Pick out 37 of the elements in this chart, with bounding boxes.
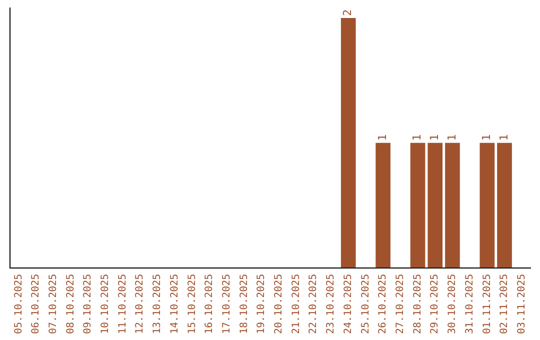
x-tick-label: 18.10.2025 <box>238 274 250 334</box>
x-tick-label: 13.10.2025 <box>152 274 164 334</box>
x-tick-label: 19.10.2025 <box>256 274 268 334</box>
x-tick-label: 01.11.2025 <box>482 274 493 334</box>
x-tick-label: 16.10.2025 <box>204 274 216 334</box>
data-label: 2 <box>341 9 354 16</box>
x-tick-label: 28.10.2025 <box>412 274 424 334</box>
x-tick-label: 31.10.2025 <box>464 274 476 334</box>
x-tick-label: 05.10.2025 <box>13 274 24 334</box>
x-tick-label: 29.10.2025 <box>430 274 441 334</box>
x-tick-label: 09.10.2025 <box>82 274 94 334</box>
x-tick-label: 22.10.2025 <box>308 274 320 334</box>
data-label: 1 <box>428 134 441 141</box>
x-tick-label: 20.10.2025 <box>274 274 285 334</box>
x-tick-label: 08.10.2025 <box>65 274 76 334</box>
x-tick-label: 21.10.2025 <box>290 274 302 334</box>
data-label: 1 <box>480 134 494 141</box>
x-tick-label: 26.10.2025 <box>378 274 389 334</box>
x-tick-label: 30.10.2025 <box>447 274 458 334</box>
x-tick-label: 23.10.2025 <box>326 274 337 334</box>
x-tick-label: 27.10.2025 <box>395 274 406 334</box>
data-label: 1 <box>445 134 458 141</box>
x-tick-label: 12.10.2025 <box>134 274 146 334</box>
x-tick-label: 10.10.2025 <box>100 274 112 334</box>
x-tick-label: 03.11.2025 <box>516 274 528 334</box>
data-label: 1 <box>376 134 389 141</box>
x-tick-label: 17.10.2025 <box>221 274 232 334</box>
x-tick-label: 24.10.2025 <box>342 274 354 334</box>
x-tick-label: 07.10.2025 <box>48 274 59 334</box>
x-tick-label: 25.10.2025 <box>360 274 372 334</box>
x-tick-label: 02.11.2025 <box>499 274 510 334</box>
data-label: 1 <box>410 134 424 141</box>
x-tick-label: 15.10.2025 <box>186 274 198 334</box>
x-tick-label: 11.10.2025 <box>117 274 128 334</box>
x-tick-label: 06.10.2025 <box>30 274 42 334</box>
x-tick-label: 14.10.2025 <box>169 274 180 334</box>
data-label: 1 <box>497 134 510 141</box>
